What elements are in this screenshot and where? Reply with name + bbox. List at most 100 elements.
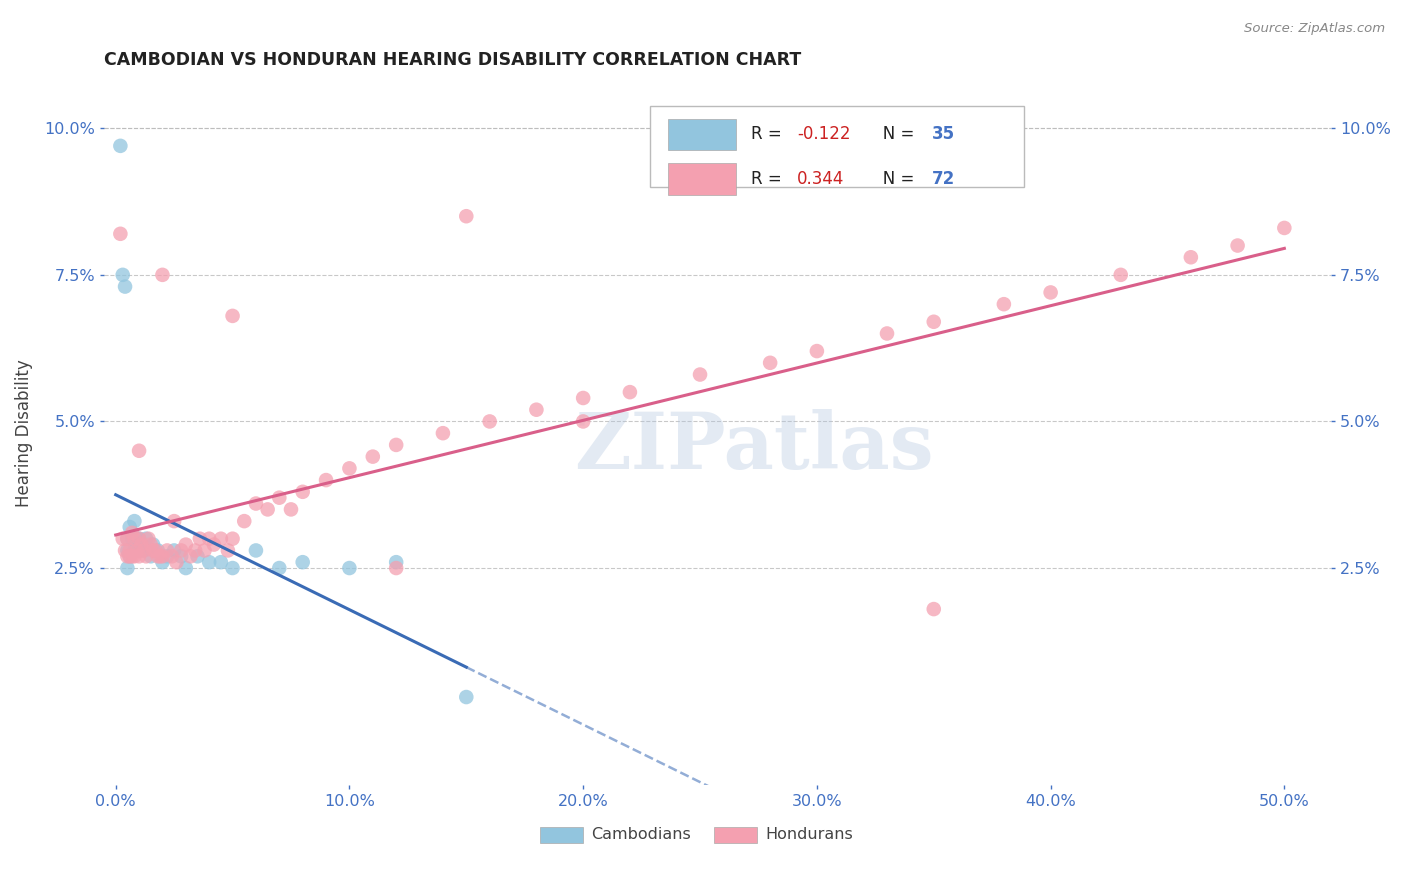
Point bbox=[128, 532, 150, 546]
Point bbox=[1109, 268, 1132, 282]
Point bbox=[121, 549, 143, 564]
Point bbox=[124, 532, 146, 546]
Point bbox=[146, 543, 169, 558]
Text: N =: N = bbox=[868, 169, 920, 188]
Point bbox=[163, 543, 186, 558]
Point bbox=[198, 555, 221, 569]
Point bbox=[221, 561, 243, 575]
Point bbox=[1272, 221, 1295, 235]
Point bbox=[125, 543, 148, 558]
Point bbox=[156, 549, 179, 564]
Point bbox=[689, 368, 711, 382]
Point bbox=[139, 538, 162, 552]
Point bbox=[478, 414, 501, 428]
Text: -0.122: -0.122 bbox=[797, 126, 851, 144]
Point bbox=[110, 139, 132, 153]
Point bbox=[184, 543, 207, 558]
Text: ZIPatlas: ZIPatlas bbox=[575, 409, 934, 485]
Point bbox=[128, 543, 150, 558]
Point bbox=[922, 602, 945, 616]
Point bbox=[170, 543, 193, 558]
Point bbox=[1226, 238, 1249, 252]
Point bbox=[132, 543, 155, 558]
Point bbox=[156, 543, 179, 558]
Point bbox=[117, 532, 139, 546]
Point bbox=[256, 502, 278, 516]
Point bbox=[166, 555, 188, 569]
Text: Cambodians: Cambodians bbox=[591, 828, 690, 842]
Point bbox=[124, 514, 146, 528]
Point bbox=[922, 315, 945, 329]
Text: Hondurans: Hondurans bbox=[765, 828, 853, 842]
Point bbox=[280, 502, 302, 516]
Point bbox=[619, 385, 641, 400]
Point bbox=[124, 549, 146, 564]
Y-axis label: Hearing Disability: Hearing Disability bbox=[15, 359, 32, 507]
Point bbox=[160, 549, 183, 564]
Point bbox=[221, 532, 243, 546]
Point bbox=[145, 543, 167, 558]
Point bbox=[135, 532, 157, 546]
Point bbox=[118, 549, 141, 564]
Point bbox=[142, 543, 165, 558]
Point bbox=[291, 555, 314, 569]
Point bbox=[114, 279, 136, 293]
Point bbox=[170, 549, 193, 564]
Text: R =: R = bbox=[751, 126, 787, 144]
Point bbox=[233, 514, 256, 528]
Point bbox=[152, 549, 174, 564]
Point bbox=[806, 344, 828, 359]
Point bbox=[124, 543, 146, 558]
Point bbox=[315, 473, 337, 487]
Point bbox=[131, 538, 153, 552]
Point bbox=[118, 520, 141, 534]
Point bbox=[385, 555, 408, 569]
Point bbox=[526, 402, 548, 417]
Point bbox=[121, 525, 143, 540]
Point bbox=[146, 549, 169, 564]
Point bbox=[188, 532, 211, 546]
Point bbox=[432, 426, 454, 441]
Text: R =: R = bbox=[751, 169, 787, 188]
FancyBboxPatch shape bbox=[540, 827, 582, 843]
Point bbox=[993, 297, 1015, 311]
Point bbox=[291, 484, 314, 499]
Point bbox=[385, 438, 408, 452]
FancyBboxPatch shape bbox=[650, 106, 1025, 187]
Point bbox=[163, 514, 186, 528]
FancyBboxPatch shape bbox=[668, 119, 735, 151]
Point bbox=[361, 450, 384, 464]
Point bbox=[198, 532, 221, 546]
Point bbox=[217, 543, 239, 558]
Point bbox=[245, 543, 267, 558]
Text: CAMBODIAN VS HONDURAN HEARING DISABILITY CORRELATION CHART: CAMBODIAN VS HONDURAN HEARING DISABILITY… bbox=[104, 51, 801, 69]
Point bbox=[1180, 250, 1202, 264]
Point bbox=[456, 690, 478, 704]
Point bbox=[117, 543, 139, 558]
FancyBboxPatch shape bbox=[668, 163, 735, 194]
Point bbox=[121, 532, 143, 546]
Text: Source: ZipAtlas.com: Source: ZipAtlas.com bbox=[1244, 22, 1385, 36]
Point bbox=[174, 561, 197, 575]
Point bbox=[131, 538, 153, 552]
Point bbox=[118, 549, 141, 564]
Text: N =: N = bbox=[868, 126, 920, 144]
Point bbox=[339, 561, 361, 575]
Text: 35: 35 bbox=[932, 126, 956, 144]
Point bbox=[456, 209, 478, 223]
Point bbox=[128, 443, 150, 458]
Point bbox=[128, 549, 150, 564]
Point bbox=[269, 491, 291, 505]
Point bbox=[139, 549, 162, 564]
Point bbox=[152, 268, 174, 282]
Text: 72: 72 bbox=[932, 169, 956, 188]
Point bbox=[245, 497, 267, 511]
Point bbox=[179, 549, 201, 564]
Point bbox=[186, 549, 208, 564]
Point bbox=[149, 549, 172, 564]
Point bbox=[117, 549, 139, 564]
Point bbox=[209, 532, 232, 546]
Point bbox=[193, 543, 215, 558]
Point bbox=[1039, 285, 1062, 300]
Text: 0.344: 0.344 bbox=[797, 169, 845, 188]
